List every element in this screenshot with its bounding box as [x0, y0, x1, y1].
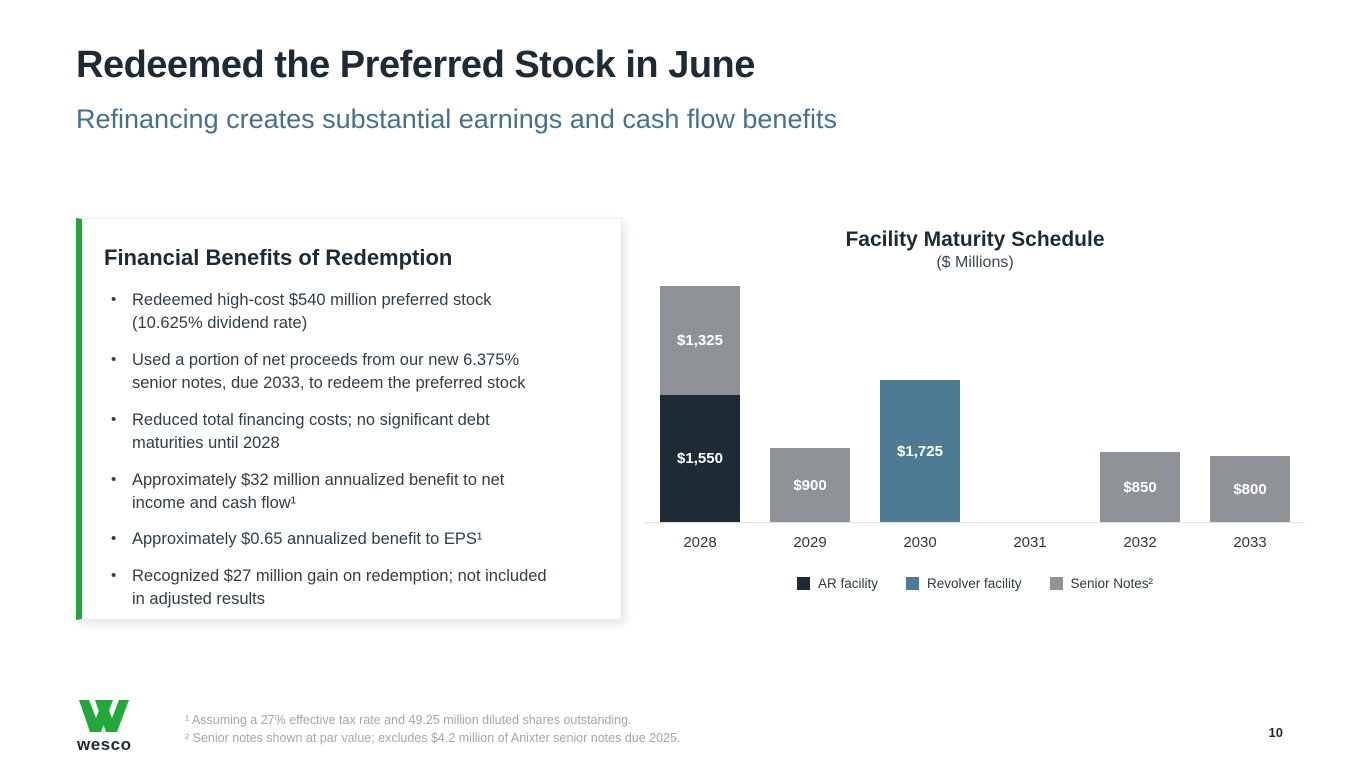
- legend-item: Senior Notes²: [1049, 576, 1154, 591]
- legend-item: Revolver facility: [905, 576, 1022, 591]
- bar-2033: $800: [1210, 456, 1290, 522]
- logo-right-v: [95, 700, 130, 732]
- bar-data-label: $1,550: [677, 450, 723, 467]
- bar-2029: $900: [770, 448, 850, 522]
- x-axis-label: 2031: [1013, 534, 1047, 551]
- facility-maturity-chart: Facility Maturity Schedule ($ Millions) …: [645, 228, 1305, 591]
- legend-label: AR facility: [817, 576, 878, 591]
- bar-data-label: $850: [1123, 478, 1157, 496]
- chart-title: Facility Maturity Schedule: [845, 228, 1105, 251]
- footnote-line: ¹ Assuming a 27% effective tax rate and …: [185, 713, 632, 727]
- bar-data-label: $1,725: [897, 442, 943, 460]
- wesco-wordmark: wesco: [77, 735, 132, 754]
- bullet-item: Used a portion of net proceeds from our …: [104, 349, 559, 396]
- bar-2032: $850: [1100, 452, 1180, 522]
- chart-plot-area: $1,550 $1,325 $900 $1,725 $850 $800: [645, 286, 1305, 523]
- bar-data-label: $1,325: [677, 332, 723, 349]
- chart-legend: AR facility Revolver facility Senior Notes…: [645, 576, 1305, 591]
- bullet-item: Redeemed high-cost $540 million preferre…: [104, 289, 559, 336]
- chart-subtitle: ($ Millions): [936, 254, 1014, 271]
- bar-segment: $900: [770, 448, 850, 522]
- legend-item: AR facility: [796, 576, 878, 591]
- legend-swatch: [1049, 577, 1063, 590]
- chart-category-slot: $1,550 $1,325: [645, 286, 755, 522]
- chart-category-slot: $850: [1085, 286, 1195, 522]
- legend-label: Senior Notes²: [1070, 576, 1154, 591]
- bar-2030: $1,725: [880, 380, 960, 522]
- slide-title: Redeemed the Preferred Stock in June: [76, 44, 755, 86]
- bullet-item: Approximately $32 million annualized ben…: [104, 469, 559, 516]
- x-axis-label: 2028: [683, 534, 717, 551]
- chart-category-slot: [975, 286, 1085, 522]
- bullet-item: Reduced total financing costs; no signif…: [104, 409, 559, 456]
- bar-data-label: $800: [1233, 480, 1267, 498]
- financial-benefits-card: Financial Benefits of Redemption Redeeme…: [76, 218, 622, 620]
- bar-segment: $1,725: [880, 380, 960, 522]
- bullet-item: Approximately $0.65 annualized benefit t…: [104, 528, 559, 551]
- footnote-line: ² Senior notes shown at par value; exclu…: [185, 731, 681, 746]
- x-axis-label: 2033: [1233, 534, 1267, 551]
- bar-segment: $850: [1100, 452, 1180, 522]
- slide-subtitle: Refinancing creates substantial earnings…: [76, 104, 837, 134]
- bullet-item: Recognized $27 million gain on redemptio…: [104, 565, 559, 612]
- bar-data-label: $900: [793, 476, 827, 494]
- benefits-bullet-list: Redeemed high-cost $540 million preferre…: [104, 289, 566, 612]
- footnotes: ¹ Assuming a 27% effective tax rate and …: [185, 711, 680, 747]
- legend-label: Revolver facility: [926, 576, 1022, 591]
- bar-segment: $1,325: [660, 286, 740, 395]
- chart-x-axis: 2028 2029 2030 2031 2032 2033: [645, 534, 1305, 551]
- bar-2028: $1,550 $1,325: [660, 286, 740, 522]
- chart-category-slot: $1,725: [865, 286, 975, 522]
- page-number: 10: [1268, 725, 1283, 740]
- bar-segment: $800: [1210, 456, 1290, 522]
- wesco-logo: wesco: [77, 699, 131, 755]
- chart-category-slot: $900: [755, 286, 865, 522]
- x-axis-label: 2032: [1123, 534, 1157, 551]
- x-axis-label: 2030: [903, 534, 937, 551]
- wesco-w-icon: [79, 700, 130, 732]
- benefits-heading: Financial Benefits of Redemption: [104, 245, 453, 270]
- bar-segment: $1,550: [660, 395, 740, 522]
- x-axis-label: 2029: [793, 534, 827, 551]
- legend-swatch: [905, 577, 919, 590]
- chart-category-slot: $800: [1195, 286, 1305, 522]
- legend-swatch: [796, 577, 810, 590]
